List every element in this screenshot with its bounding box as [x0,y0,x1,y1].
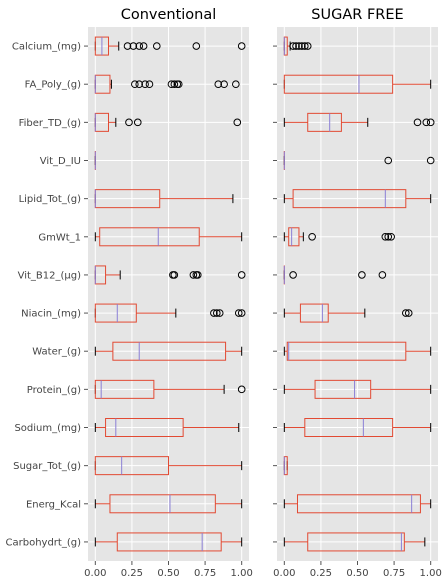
category-label: Carbohydrt_(g) [6,537,82,548]
outlier-point [378,271,387,279]
box [307,112,342,132]
outlier-point [234,309,243,317]
outlier-point [123,42,132,50]
x-tick-label: 0.00 [84,568,106,579]
category-label: Fiber_TD_(g) [19,118,81,129]
outlier-point [358,271,366,279]
outlier-point [145,80,154,89]
outlier-point [413,118,422,127]
box [283,74,394,94]
outlier-point [426,118,435,127]
outlier-point [174,80,183,89]
outlier-point [292,42,300,50]
outlier-point [129,42,138,50]
outlier-point [139,42,148,50]
outlier-point [237,271,246,279]
category-label: Lipid_Tot_(g) [19,194,82,205]
x-tick-label: 0.50 [346,568,368,579]
box [112,341,227,361]
outlier-point [298,42,306,50]
outlier-point [289,42,297,50]
outlier-point [141,80,149,89]
x-tick-label: 1.00 [231,568,253,579]
box [288,227,300,247]
outlier-point [237,42,246,50]
outlier-point [303,42,312,50]
outlier-point [210,309,218,317]
outlier-point [135,42,144,50]
outlier-point [215,309,224,317]
category-label: GmWt_1 [38,232,81,243]
box [286,341,407,361]
outlier-point [213,309,221,317]
outlier-point [295,42,303,50]
outlier-point [289,271,297,279]
category-label: Sugar_Tot_(g) [13,461,81,472]
outlier-point [133,118,142,127]
category-label: Vit_B12_(µg) [18,270,82,281]
box [116,532,222,552]
outlier-point [381,232,390,241]
box [307,532,405,552]
panel-title: SUGAR FREE [311,7,403,23]
outlier-point [233,118,242,127]
box [109,494,216,514]
outlier-point [384,156,393,165]
box [296,494,421,514]
box [304,418,394,437]
outlier-point [131,80,139,89]
box [314,379,372,399]
box [292,189,407,209]
x-tick-label: 0.75 [383,568,405,579]
outlier-point [220,80,228,89]
outlier-point [237,309,246,317]
box [105,418,184,437]
outlier-point [192,42,201,50]
outlier-point [404,309,413,317]
x-tick-label: 0.75 [194,568,216,579]
outlier-point [214,80,223,89]
category-label: Sodium_(mg) [14,423,81,434]
x-tick-label: 1.00 [420,568,442,579]
box [94,379,155,399]
box [94,303,137,323]
outlier-point [167,80,176,89]
box [99,227,200,247]
category-label: FA_Poly_(g) [25,80,81,91]
category-label: Niacin_(mg) [21,309,81,320]
outlier-point [387,232,395,241]
outlier-point [301,42,309,50]
outlier-point [170,80,179,89]
outlier-point [402,309,410,317]
outlier-point [189,271,198,279]
outlier-point [152,42,161,50]
category-label: Water_(g) [32,347,81,358]
category-label: Vit_D_IU [40,156,81,167]
x-tick-label: 0.00 [273,568,295,579]
outlier-point [135,80,144,89]
x-tick-label: 0.25 [310,568,332,579]
x-tick-label: 0.25 [121,568,143,579]
outlier-point [232,80,240,89]
outlier-point [426,156,435,165]
category-label: Calcium_(mg) [12,42,81,53]
category-label: Protein_(g) [27,385,81,396]
outlier-point [384,232,393,241]
panel-title: Conventional [121,7,217,23]
outlier-point [193,271,202,279]
outlier-point [308,232,316,241]
outlier-point [125,118,133,127]
box [94,456,169,476]
category-label: Energ_Kcal [26,499,81,510]
box [299,303,329,323]
outlier-point [170,271,179,279]
outlier-point [422,118,431,127]
outlier-point [237,385,246,394]
x-tick-label: 0.50 [157,568,179,579]
